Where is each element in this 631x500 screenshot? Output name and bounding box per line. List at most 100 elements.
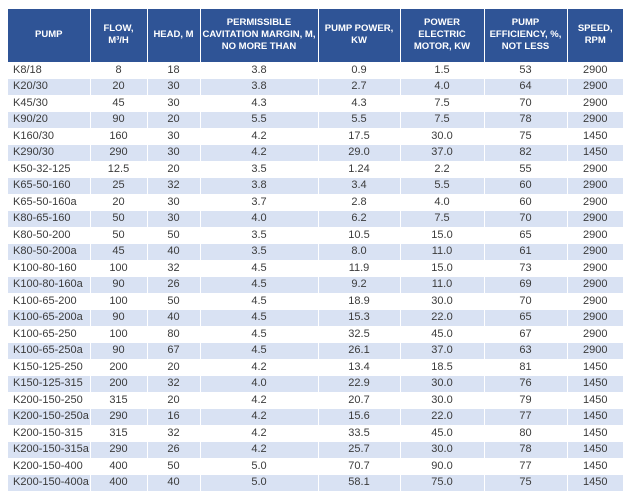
pump-name-cell: K65-50-160a	[8, 193, 91, 211]
table-cell-head: 30	[146, 144, 201, 161]
pump-name-cell: K160/30	[8, 127, 91, 145]
table-cell-pump-power: 58.1	[317, 474, 401, 491]
table-cell-flow: 25	[89, 177, 148, 194]
table-cell-motor-power: 2.2	[399, 160, 485, 178]
pump-name-cell: K200-150-250a	[8, 408, 91, 425]
table-cell-efficiency: 73	[483, 259, 568, 277]
table-cell-flow: 100	[89, 259, 148, 277]
table-row: K200-150-400 400 50 5.0 70.7 90.0 77 1450	[8, 457, 623, 475]
table-row: K200-150-400a 400 40 5.0 58.1 75.0 75 1450	[8, 474, 623, 491]
table-cell-motor-power: 15.0	[399, 259, 485, 277]
pump-name-cell: K200-150-315	[8, 424, 91, 442]
table-row: K65-50-160 25 32 3.8 3.4 5.5 60 2900	[8, 177, 623, 194]
table-cell-pump-power: 3.4	[317, 177, 401, 194]
table-cell-motor-power: 22.0	[399, 309, 485, 326]
table-cell-motor-power: 37.0	[399, 144, 485, 161]
table-cell-flow: 200	[89, 358, 148, 376]
table-cell-head: 32	[146, 177, 201, 194]
table-cell-head: 20	[146, 391, 201, 409]
table-cell-flow: 90	[89, 111, 148, 128]
header-cell-speed: SPEED, RPM	[566, 9, 623, 62]
table-cell-head: 20	[146, 160, 201, 178]
table-cell-head: 30	[146, 94, 201, 112]
table-cell-efficiency: 70	[483, 292, 568, 310]
table-cell-efficiency: 78	[483, 441, 568, 458]
table-row: K8/18 8 18 3.8 0.9 1.5 53 2900	[8, 61, 623, 79]
table-cell-cavitation-margin: 4.2	[199, 441, 319, 458]
table-cell-efficiency: 78	[483, 111, 568, 128]
table-cell-cavitation-margin: 4.2	[199, 391, 319, 409]
table-cell-motor-power: 7.5	[399, 94, 485, 112]
table-cell-cavitation-margin: 4.2	[199, 408, 319, 425]
table-row: K200-150-315a 290 26 4.2 25.7 30.0 78 1450	[8, 441, 623, 458]
table-cell-cavitation-margin: 3.5	[199, 226, 319, 244]
header-cell-head: HEAD, M	[146, 9, 201, 62]
table-cell-head: 32	[146, 259, 201, 277]
table-cell-head: 16	[146, 408, 201, 425]
pump-name-cell: K100-65-250a	[8, 342, 91, 359]
table-cell-flow: 45	[89, 243, 148, 260]
table-cell-flow: 50	[89, 210, 148, 227]
table-cell-motor-power: 30.0	[399, 292, 485, 310]
table-cell-head: 32	[146, 375, 201, 392]
table-cell-pump-power: 15.3	[317, 309, 401, 326]
pump-name-cell: K80-50-200a	[8, 243, 91, 260]
table-cell-efficiency: 60	[483, 177, 568, 194]
table-cell-cavitation-margin: 4.5	[199, 276, 319, 293]
table-cell-head: 18	[146, 61, 201, 79]
table-cell-efficiency: 63	[483, 342, 568, 359]
table-cell-speed: 1450	[566, 375, 623, 392]
table-cell-flow: 160	[89, 127, 148, 145]
table-cell-motor-power: 30.0	[399, 391, 485, 409]
table-cell-cavitation-margin: 4.2	[199, 127, 319, 145]
table-cell-motor-power: 45.0	[399, 424, 485, 442]
pump-specs-table: PUMP FLOW, M³/H HEAD, M PERMISSIBLE CAVITAT…	[8, 9, 623, 491]
table-cell-cavitation-margin: 3.5	[199, 160, 319, 178]
table-cell-flow: 290	[89, 441, 148, 458]
table-row: K100-80-160a 90 26 4.5 9.2 11.0 69 2900	[8, 276, 623, 293]
table-cell-head: 40	[146, 243, 201, 260]
pump-name-cell: K50-32-125	[8, 160, 91, 178]
table-cell-pump-power: 70.7	[317, 457, 401, 475]
pump-name-cell: K90/20	[8, 111, 91, 128]
table-cell-cavitation-margin: 3.8	[199, 177, 319, 194]
table-row: K100-65-250 100 80 4.5 32.5 45.0 67 2900	[8, 325, 623, 343]
table-cell-flow: 90	[89, 276, 148, 293]
table-row: K160/30 160 30 4.2 17.5 30.0 75 1450	[8, 127, 623, 145]
table-cell-head: 32	[146, 424, 201, 442]
table-cell-motor-power: 11.0	[399, 276, 485, 293]
pump-name-cell: K80-50-200	[8, 226, 91, 244]
pump-name-cell: K65-50-160	[8, 177, 91, 194]
table-cell-efficiency: 64	[483, 78, 568, 95]
table-cell-efficiency: 75	[483, 127, 568, 145]
table-cell-pump-power: 8.0	[317, 243, 401, 260]
table-row: K80-50-200 50 50 3.5 10.5 15.0 65 2900	[8, 226, 623, 244]
table-cell-cavitation-margin: 5.0	[199, 474, 319, 491]
table-cell-pump-power: 0.9	[317, 61, 401, 79]
table-cell-speed: 2900	[566, 94, 623, 112]
table-cell-flow: 315	[89, 391, 148, 409]
table-cell-flow: 90	[89, 309, 148, 326]
table-cell-pump-power: 11.9	[317, 259, 401, 277]
table-cell-head: 80	[146, 325, 201, 343]
table-cell-motor-power: 22.0	[399, 408, 485, 425]
table-cell-efficiency: 82	[483, 144, 568, 161]
table-cell-efficiency: 55	[483, 160, 568, 178]
table-cell-pump-power: 33.5	[317, 424, 401, 442]
table-cell-flow: 290	[89, 144, 148, 161]
table-cell-cavitation-margin: 4.5	[199, 342, 319, 359]
table-body: K8/18 8 18 3.8 0.9 1.5 53 2900 K20/30 20 30 3.8 2.7 4…	[8, 61, 623, 491]
table-cell-speed: 2900	[566, 342, 623, 359]
table-cell-pump-power: 15.6	[317, 408, 401, 425]
table-cell-efficiency: 69	[483, 276, 568, 293]
table-row: K100-65-250a 90 67 4.5 26.1 37.0 63 2900	[8, 342, 623, 359]
table-cell-speed: 2900	[566, 292, 623, 310]
table-cell-speed: 2900	[566, 160, 623, 178]
table-cell-speed: 1450	[566, 441, 623, 458]
table-cell-efficiency: 67	[483, 325, 568, 343]
table-row: K150-125-250 200 20 4.2 13.4 18.5 81 1450	[8, 358, 623, 376]
table-cell-efficiency: 77	[483, 457, 568, 475]
table-cell-pump-power: 2.7	[317, 78, 401, 95]
table-cell-speed: 2900	[566, 226, 623, 244]
table-cell-speed: 1450	[566, 144, 623, 161]
